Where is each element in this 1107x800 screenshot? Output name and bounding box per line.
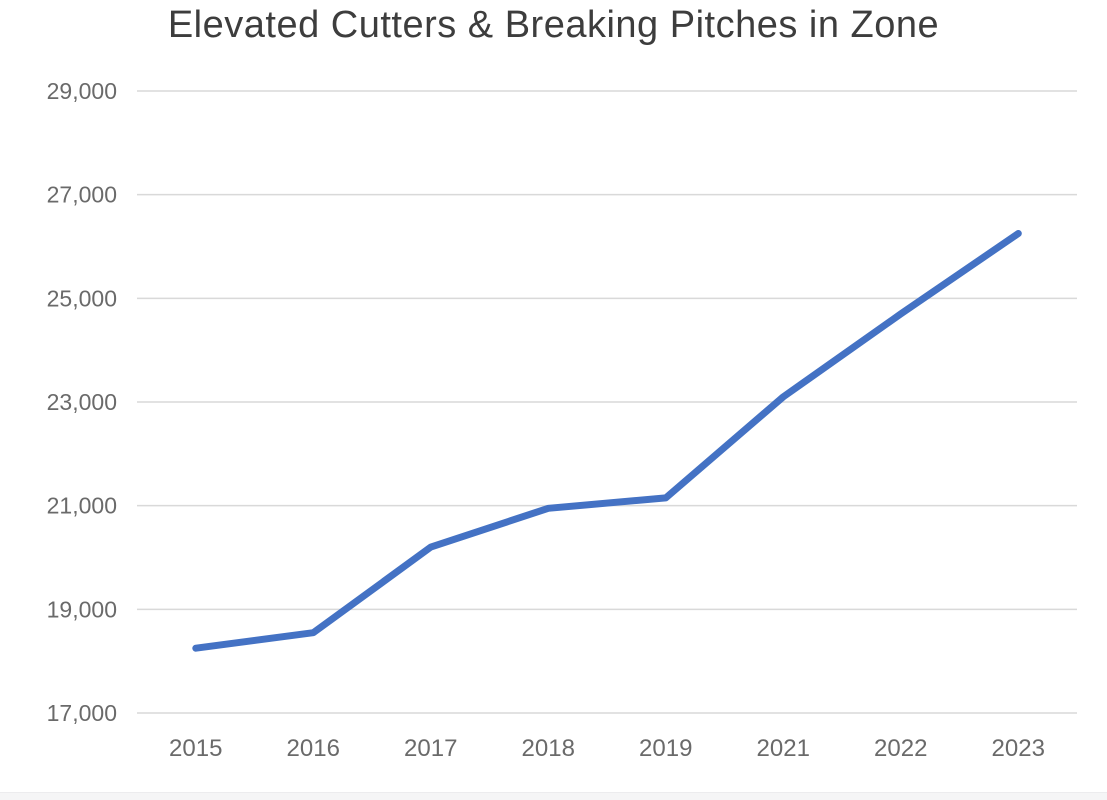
x-axis-tick-label: 2019 — [639, 735, 692, 762]
data-line — [192, 230, 1022, 652]
x-axis-tick-label: 2016 — [287, 735, 340, 762]
y-axis-tick-label: 25,000 — [47, 285, 117, 311]
y-axis-tick-label: 29,000 — [47, 78, 117, 104]
y-axis-tick-label: 21,000 — [47, 493, 117, 519]
x-axis-tick-label: 2017 — [404, 735, 457, 762]
y-axis-tick-label: 23,000 — [47, 389, 117, 415]
x-axis-tick-label: 2015 — [169, 735, 222, 762]
x-axis-tick-label: 2021 — [757, 735, 810, 762]
x-axis-tick-label: 2022 — [874, 735, 927, 762]
x-axis-tick-label: 2018 — [522, 735, 575, 762]
bottom-band — [0, 792, 1107, 800]
chart-title: Elevated Cutters & Breaking Pitches in Z… — [167, 4, 940, 46]
y-axis-tick-label: 27,000 — [47, 182, 117, 208]
y-axis-tick-label: 19,000 — [47, 596, 117, 622]
y-axis-tick-label: 17,000 — [47, 700, 117, 726]
x-axis-tick-label: 2023 — [992, 735, 1045, 762]
